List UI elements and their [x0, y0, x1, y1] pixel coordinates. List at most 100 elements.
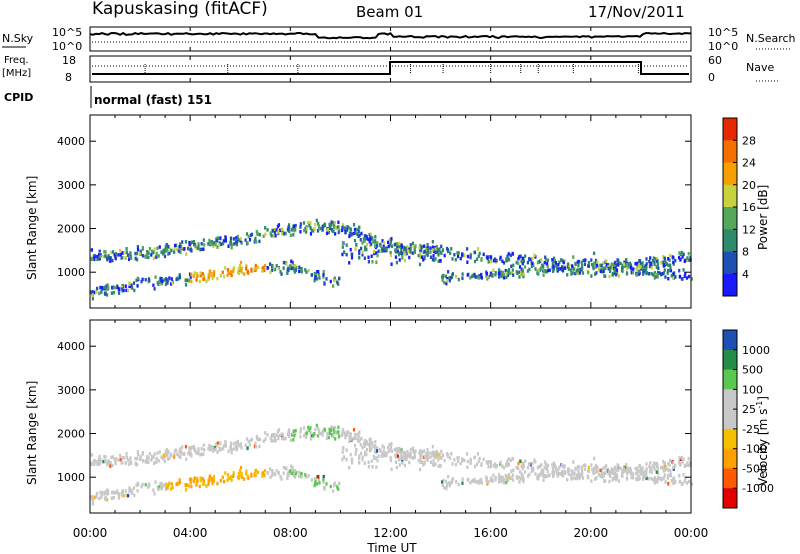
power-cell: [436, 247, 439, 252]
power-cell: [632, 267, 635, 271]
power-cell: [531, 261, 534, 266]
velocity-cell: [196, 451, 200, 456]
velocity-cell: [146, 454, 149, 459]
power-cell: [353, 238, 357, 243]
power-cell: [240, 270, 244, 275]
power-cell: [313, 278, 316, 283]
power-cell: [672, 276, 675, 280]
power-cell: [303, 228, 306, 233]
velocity-cell: [477, 481, 480, 485]
velocity-cell: [523, 470, 527, 474]
power-cell: [667, 263, 670, 268]
power-cell: [117, 253, 120, 257]
velocity-cell: [402, 455, 405, 460]
velocity-cell: [505, 464, 508, 468]
power-cell: [146, 249, 149, 254]
velocity-cell: [136, 481, 139, 486]
velocity-cell: [117, 458, 120, 462]
power-cell: [560, 258, 563, 263]
power-cell: [224, 266, 227, 270]
velocity-cell: [341, 430, 344, 435]
power-cell: [526, 260, 529, 265]
power-cell: [558, 260, 561, 265]
velocity-cell: [148, 452, 151, 456]
velocity-cell: [168, 456, 171, 461]
power-cell: [580, 260, 583, 265]
power-cell: [664, 275, 667, 279]
velocity-cell: [272, 471, 275, 476]
velocity-cell: [261, 474, 264, 478]
velocity-cell: [370, 459, 373, 463]
velocity-cell: [688, 463, 691, 467]
power-ylabel: Slant Range [km]: [25, 176, 39, 280]
power-cell: [299, 225, 302, 229]
velocity-cell: [622, 467, 626, 471]
power-cell: [330, 228, 333, 232]
power-cell: [546, 261, 549, 266]
power-cell: [651, 258, 655, 263]
power-cell: [500, 270, 503, 274]
velocity-cell: [224, 440, 227, 445]
power-cell: [189, 241, 193, 246]
power-cell: [208, 238, 211, 243]
velocity-cell: [119, 453, 122, 458]
power-cell: [590, 258, 593, 262]
velocity-cell: [519, 477, 522, 481]
velocity-cell: [600, 472, 603, 476]
velocity-cell: [511, 473, 514, 477]
velocity-cell: [453, 457, 456, 462]
power-cell: [239, 237, 242, 241]
velocity-cell: [99, 459, 102, 464]
power-cell: [375, 260, 378, 264]
power-cell: [179, 242, 182, 246]
power-cell: [321, 228, 324, 232]
nave-tick-high: 60: [708, 54, 722, 67]
power-cell: [213, 240, 216, 245]
velocity-cell: [270, 439, 273, 443]
power-cell: [447, 270, 450, 274]
velocity-cell: [158, 485, 161, 489]
velocity-cell: [476, 452, 480, 456]
power-cell: [162, 251, 165, 256]
velocity-cell: [159, 485, 162, 489]
velocity-cell: [440, 449, 443, 454]
velocity-cell: [190, 445, 194, 449]
power-cell: [266, 266, 269, 270]
velocity-cell: [210, 447, 213, 451]
power-cell: [99, 254, 102, 259]
nsky-line: [89, 31, 692, 40]
velocity-cell: [607, 470, 610, 474]
power-cell: [574, 261, 577, 266]
power-cell: [239, 239, 242, 243]
velocity-cell: [626, 471, 629, 476]
power-cell: [528, 257, 531, 262]
power-cell: [292, 224, 296, 229]
velocity-cell: [581, 468, 584, 473]
velocity-cell: [226, 478, 229, 482]
power-cell: [358, 225, 361, 230]
power-cell: [90, 291, 94, 295]
velocity-cell: [624, 466, 627, 470]
power-cell: [230, 245, 233, 250]
velocity-cell: [305, 475, 308, 479]
velocity-cell: [572, 460, 575, 464]
velocity-cell: [636, 469, 639, 473]
velocity-cell: [620, 473, 624, 478]
power-cell: [307, 268, 310, 273]
power-cell: [420, 245, 423, 250]
power-cell: [148, 247, 151, 251]
velocity-cell: [489, 478, 492, 482]
velocity-cell: [590, 463, 593, 467]
power-cell: [432, 254, 435, 258]
power-cell: [578, 271, 581, 275]
power-cell: [652, 272, 655, 277]
velocity-cell: [221, 475, 224, 480]
power-cell: [455, 274, 458, 279]
velocity-cell: [179, 455, 182, 460]
velocity-cell: [130, 461, 133, 465]
power-cell: [358, 233, 361, 238]
power-cell: [218, 243, 221, 247]
power-cell: [523, 265, 527, 269]
velocity-cell: [152, 461, 156, 465]
velocity-cell: [245, 437, 249, 441]
